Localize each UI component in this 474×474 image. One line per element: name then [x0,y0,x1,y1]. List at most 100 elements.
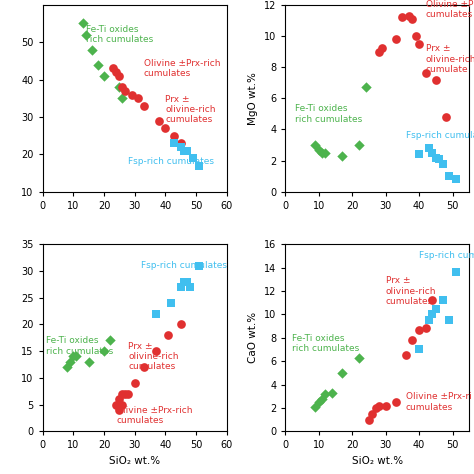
Point [428,149,436,156]
Point [177,143,184,151]
Point [118,83,126,91]
Point [315,398,323,406]
Point [106,337,114,344]
Y-axis label: MgO wt.%: MgO wt.% [248,72,258,125]
Point [338,369,346,377]
Point [116,395,123,403]
Text: Fe-Ti oxides
rich cumulates: Fe-Ti oxides rich cumulates [295,104,363,124]
Point [112,68,120,76]
Point [64,364,71,371]
Point [66,358,74,365]
Text: Prx ±
olivine-rich
cumulates: Prx ± olivine-rich cumulates [386,276,436,306]
Point [402,352,410,359]
Point [368,410,376,418]
Point [439,160,447,168]
Point [116,83,123,91]
Point [322,390,329,398]
Point [436,155,443,163]
Text: Fe-Ti oxides
rich cumulates: Fe-Ti oxides rich cumulates [46,336,113,356]
Text: Prx ±
olivine-rich
cumulates: Prx ± olivine-rich cumulates [128,342,179,372]
Point [375,402,383,410]
Text: Fsp-rich cumula: Fsp-rich cumula [419,251,474,260]
Point [428,297,436,304]
Point [162,125,169,132]
Point [446,173,453,180]
Point [422,70,429,77]
Point [412,32,419,40]
Point [118,390,126,398]
Y-axis label: CaO wt.%: CaO wt.% [248,312,258,364]
Point [168,299,175,307]
Point [312,141,319,149]
Point [195,262,203,269]
Point [100,72,108,80]
Point [415,346,423,353]
Point [128,91,136,98]
Point [428,310,436,318]
Point [112,401,120,409]
Point [319,395,326,402]
Point [189,155,197,162]
Point [338,152,346,160]
Point [177,320,184,328]
Point [195,162,203,169]
X-axis label: SiO₂ wt.%: SiO₂ wt.% [109,456,160,466]
Point [116,72,123,80]
Point [355,354,363,362]
Point [322,149,329,156]
Point [134,94,141,102]
Point [70,353,77,360]
Text: Olivine ±Prx-
cumulates: Olivine ±Prx- cumulates [426,0,474,19]
Point [186,283,193,291]
Point [432,76,439,83]
Text: Fsp-rich cumulate: Fsp-rich cumulate [406,131,474,140]
Point [432,154,439,161]
Point [409,337,416,344]
Point [355,141,363,149]
Text: Prx ±
olivine-rich
cumulates: Prx ± olivine-rich cumulates [165,95,216,124]
Point [100,347,108,355]
Point [109,64,117,72]
Point [312,403,319,410]
Point [446,317,453,324]
Point [425,145,433,152]
Point [171,139,178,147]
Point [183,278,191,285]
Text: Fe-Ti oxides
rich cumulates: Fe-Ti oxides rich cumulates [86,25,153,45]
Point [328,389,336,397]
Point [140,364,147,371]
Text: Fe-Ti oxides
rich cumulates: Fe-Ti oxides rich cumulates [292,334,359,353]
Point [73,353,80,360]
Point [379,45,386,52]
Point [122,390,129,398]
Point [180,278,187,285]
Point [79,19,86,27]
Point [415,151,423,158]
Point [155,117,163,125]
Point [122,87,129,95]
Text: Fsp-rich cumulates: Fsp-rich cumulates [128,157,214,166]
Point [319,149,326,156]
Point [118,94,126,102]
Point [365,416,373,423]
Point [131,379,138,387]
Point [422,325,429,332]
Point [125,390,132,398]
Point [88,46,95,54]
Point [180,147,187,155]
Point [415,40,423,47]
Point [82,31,90,38]
Point [183,147,191,155]
Point [409,15,416,23]
X-axis label: SiO₂ wt.%: SiO₂ wt.% [352,456,403,466]
Point [177,139,184,147]
Point [152,310,160,318]
Text: Fsp-rich cumulates: Fsp-rich cumulates [141,261,227,270]
Text: Olivine ±Prx-rich
cumulates: Olivine ±Prx-rich cumulates [116,406,193,425]
Point [177,283,184,291]
Point [415,326,423,333]
Point [399,13,406,21]
Point [171,132,178,139]
Point [372,404,380,412]
Point [85,358,92,365]
